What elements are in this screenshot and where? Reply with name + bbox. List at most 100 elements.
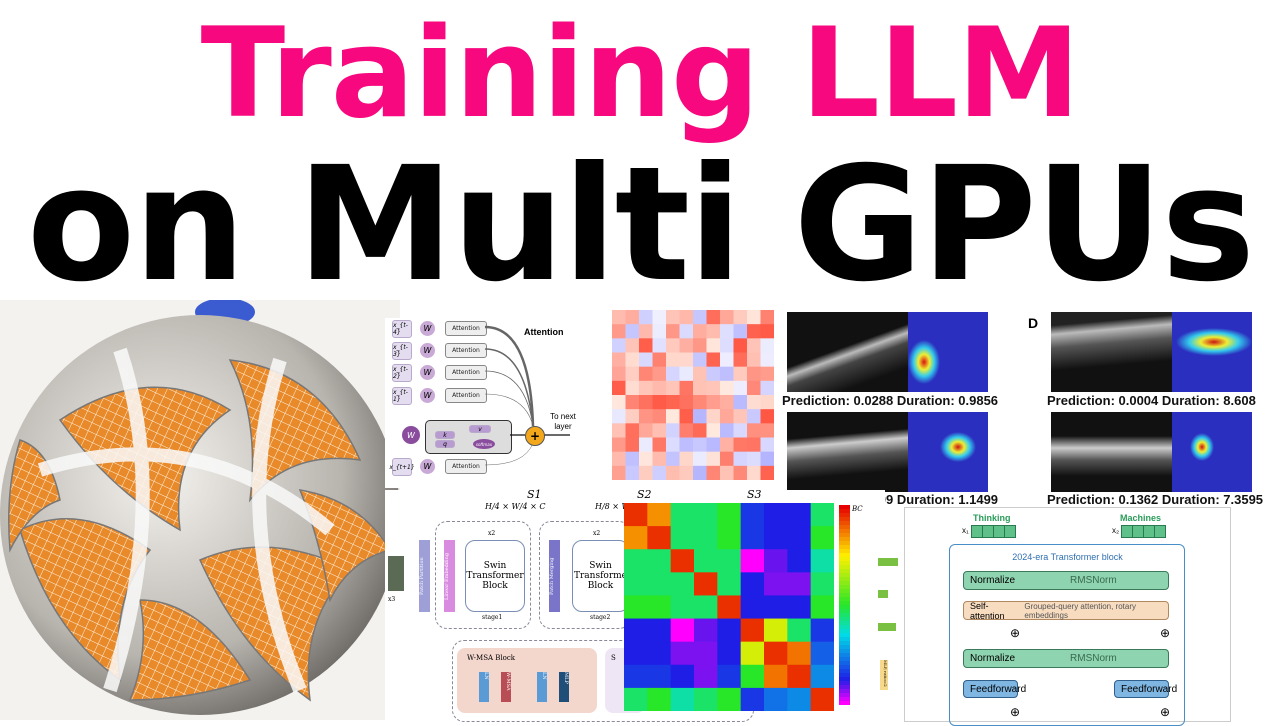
matrix-cell bbox=[694, 641, 718, 666]
matrix-cell bbox=[717, 618, 742, 643]
feedforward-box: Feedforward bbox=[1114, 680, 1177, 698]
colorbar-step bbox=[839, 701, 850, 705]
heatmap-cell bbox=[693, 409, 707, 424]
stage2-label: stage2 bbox=[590, 614, 611, 621]
input-token: x_{t-1} bbox=[392, 387, 412, 405]
heatmap-cell bbox=[720, 409, 734, 424]
oct-scan-image bbox=[787, 312, 908, 392]
heatmap-cell bbox=[639, 395, 653, 410]
colorbar-step bbox=[839, 677, 850, 682]
heatmap-cell bbox=[747, 423, 761, 438]
self-attention-label: Self-attention bbox=[970, 600, 1005, 621]
heatmap-cell bbox=[747, 310, 761, 325]
matrix-cell bbox=[670, 526, 695, 550]
heatmap-cell bbox=[693, 352, 707, 368]
matrix-cell bbox=[764, 595, 788, 620]
heatmap-cell bbox=[720, 338, 734, 353]
colorbar-step bbox=[839, 601, 850, 606]
heatmap-cell bbox=[612, 310, 626, 325]
heatmap-cell bbox=[652, 380, 667, 396]
colorbar-step bbox=[839, 517, 850, 522]
residual-add-icon: ⊕ bbox=[1160, 705, 1171, 719]
heatmap-cell bbox=[720, 451, 734, 467]
block-title: 2024-era Transformer block bbox=[1012, 552, 1123, 562]
attention-inner-block: k q v softmax bbox=[425, 420, 512, 454]
matrix-cell bbox=[764, 503, 788, 527]
heatmap-cell bbox=[760, 324, 774, 339]
heatmap-cell bbox=[706, 409, 721, 424]
heatmap-cell bbox=[693, 423, 707, 438]
heatmap-cell bbox=[733, 380, 748, 396]
heatmap-cell bbox=[612, 409, 626, 424]
heatmap-cell bbox=[693, 395, 707, 410]
heatmap-cell bbox=[625, 338, 640, 353]
title-line-1: Training LLM bbox=[200, 2, 1081, 146]
heatmap-cell bbox=[706, 352, 721, 368]
matrix-cell bbox=[764, 664, 788, 689]
matrix-cell bbox=[764, 641, 788, 666]
heatmap-cell bbox=[625, 352, 640, 368]
heatmap-cell bbox=[666, 437, 680, 453]
green-bar bbox=[878, 623, 896, 631]
normalize-bar: Normalize RMSNorm bbox=[963, 571, 1169, 590]
matrix-cell bbox=[694, 595, 718, 620]
oct-heatmap-image bbox=[908, 412, 988, 492]
normalize-label: Normalize bbox=[970, 653, 1016, 664]
heatmap-cell bbox=[679, 324, 694, 339]
heatmap-cell bbox=[612, 352, 626, 368]
patch-partition: Patch Partition bbox=[419, 540, 430, 612]
matrix-cell bbox=[647, 595, 672, 620]
matrix-cell bbox=[810, 572, 834, 596]
colorbar-step bbox=[839, 617, 850, 622]
heatmap-cell bbox=[706, 366, 721, 382]
oct-scan-image bbox=[1051, 412, 1172, 492]
matrix-cell bbox=[787, 641, 812, 666]
colorbar-step bbox=[839, 509, 850, 514]
colorbar-step bbox=[839, 533, 850, 538]
token-thinking: Thinking bbox=[973, 513, 1011, 523]
heatmap-cell bbox=[625, 409, 640, 424]
matrix-cell bbox=[787, 503, 812, 527]
matrix-cell bbox=[764, 618, 788, 643]
weight-node-active: W bbox=[402, 426, 420, 444]
colorbar-step bbox=[839, 669, 850, 674]
heatmap-cell bbox=[639, 380, 653, 396]
token-machines: Machines bbox=[1120, 513, 1162, 523]
heatmap-cell bbox=[693, 465, 707, 480]
matrix-cell bbox=[624, 687, 648, 711]
heatmap-cell bbox=[693, 380, 707, 396]
matrix-cell bbox=[787, 549, 812, 573]
matrix-cell bbox=[647, 503, 672, 527]
heatmap-cell bbox=[652, 409, 667, 424]
oct-heatmap-image bbox=[908, 312, 988, 392]
sum-node: + bbox=[525, 426, 545, 446]
heatmap-cell bbox=[747, 324, 761, 339]
heatmap-cell bbox=[666, 352, 680, 368]
heatmap-cell bbox=[625, 451, 640, 467]
heatmap-cell bbox=[652, 310, 667, 325]
heatmap-cell bbox=[760, 451, 774, 467]
heatmap-cell bbox=[625, 395, 640, 410]
oct-scan-image bbox=[787, 412, 908, 492]
matrix-cell bbox=[810, 618, 834, 643]
wmsa-block: W-MSA Block LN W-MSA LN MLP bbox=[457, 648, 597, 713]
matrix-cell bbox=[740, 664, 765, 689]
heatmap-cell bbox=[706, 423, 721, 438]
matrix-cell bbox=[647, 618, 672, 643]
matrix-cell bbox=[670, 618, 695, 643]
colorbar-step bbox=[839, 513, 850, 518]
matrix-cell bbox=[694, 664, 718, 689]
heatmap-cell bbox=[679, 465, 694, 480]
matrix-cell bbox=[670, 503, 695, 527]
heatmap-cell bbox=[612, 380, 626, 396]
heatmap-cell bbox=[706, 451, 721, 467]
heatmap-cell bbox=[612, 451, 626, 467]
heatmap-cell bbox=[693, 437, 707, 453]
heatmap-cell bbox=[625, 465, 640, 480]
matrix-cell bbox=[810, 549, 834, 573]
heatmap-cell bbox=[679, 352, 694, 368]
heatmap-cell bbox=[720, 423, 734, 438]
matrix-cell bbox=[670, 664, 695, 689]
repeat-2: x2 bbox=[593, 530, 601, 537]
heatmap-cell bbox=[720, 324, 734, 339]
